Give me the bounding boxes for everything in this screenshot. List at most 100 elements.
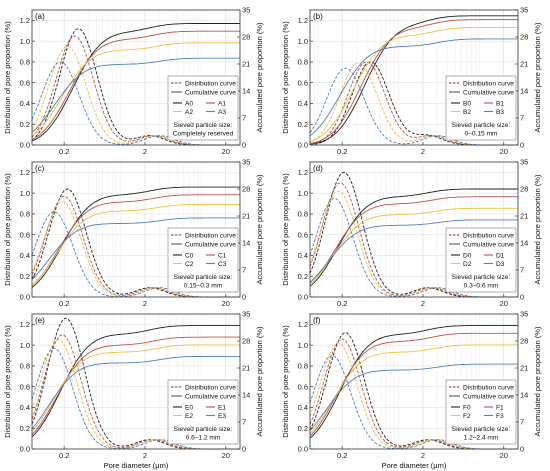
x-tick-label: 2 <box>421 451 425 460</box>
plot-frame <box>31 313 241 450</box>
y-tick-label: 0.0 <box>20 293 30 302</box>
y-axis-title: Distribution of pore proportion (%) <box>3 325 12 438</box>
x-tick-label: 20 <box>500 299 508 308</box>
distribution-curve-D1 <box>309 182 518 298</box>
legend-box <box>445 227 517 293</box>
y-axis-title: Distribution of pore proportion (%) <box>281 325 290 438</box>
y-tick-label: 0.8 <box>20 362 30 371</box>
legend-note-value: 1.2–2.4 mm <box>464 435 499 442</box>
y-tick-label: 1.0 <box>298 37 308 46</box>
legend-entry-E0: E0 <box>185 404 193 411</box>
legend-entry-E3: E3 <box>218 413 226 420</box>
x-tick-label: 0.2 <box>337 451 347 460</box>
legend-entry-C1: C1 <box>218 252 227 259</box>
x-tick-label: 0.2 <box>337 147 347 156</box>
distribution-curve-A0 <box>31 28 240 146</box>
distribution-curve-A2 <box>31 45 240 146</box>
cumulative-curve-C1 <box>31 194 240 286</box>
legend-distribution-label: Distribution curve <box>463 384 514 391</box>
x-tick-label: 0.2 <box>59 299 69 308</box>
y-tick-label: 1.2 <box>20 16 30 25</box>
cumulative-curve-D1 <box>309 196 518 285</box>
y2-axis-title: Accumulated pore proportion (%) <box>533 326 542 437</box>
y-tick-label: 0.6 <box>20 382 30 391</box>
y-tick-label: 0.2 <box>298 424 308 433</box>
y2-tick-label: 35 <box>242 158 250 167</box>
y-axis-title: Distribution of pore proportion (%) <box>3 173 12 286</box>
y2-tick-label: 14 <box>242 239 250 248</box>
y2-tick-label: 21 <box>520 60 528 69</box>
y2-tick-label: 14 <box>242 87 250 96</box>
y-tick-label: 1.2 <box>298 320 308 329</box>
y2-tick-label: 14 <box>520 391 528 400</box>
x-tick-label: 0.2 <box>59 451 69 460</box>
cumulative-curve-E2 <box>31 344 240 432</box>
y2-axis-title: Accumulated pore proportion (%) <box>533 174 542 285</box>
y-tick-label: 0.8 <box>298 210 308 219</box>
y-tick-label: 1.0 <box>20 37 30 46</box>
panel-b: 0.0 0.2 0.4 0.6 0.8 1.0 1.2 0 7 14 21 28 35 0.2 2 20 (b)… <box>281 6 542 156</box>
plot-frame <box>309 161 519 298</box>
cumulative-curve-F2 <box>309 344 518 435</box>
distribution-curve-A3 <box>31 61 240 146</box>
legend-note-title: Sieved particle size: <box>174 274 233 281</box>
x-axis-title: Pore diameter (μm) <box>104 461 169 470</box>
y2-tick-label: 28 <box>520 185 528 194</box>
panel-label: (e) <box>35 316 45 325</box>
legend-cumulative-label: Cumulative curve <box>463 241 514 248</box>
legend-entry-B1: B1 <box>496 100 504 107</box>
x-tick-label: 2 <box>143 451 147 460</box>
y-tick-label: 0.4 <box>298 403 308 412</box>
y-tick-label: 0.4 <box>20 99 30 108</box>
panel-label: (f) <box>313 316 321 325</box>
legend-cumulative-label: Cumulative curve <box>185 241 236 248</box>
distribution-curve-F1 <box>309 338 518 450</box>
y2-tick-label: 35 <box>520 158 528 167</box>
panel-d: 0.0 0.2 0.4 0.6 0.8 1.0 1.2 0 7 14 21 28 35 0.2 2 20 (d)… <box>281 158 542 308</box>
y-tick-label: 0.8 <box>298 58 308 67</box>
y-axis-title: Distribution of pore proportion (%) <box>281 21 290 134</box>
y2-axis-title: Accumulated pore proportion (%) <box>255 326 264 437</box>
cumulative-curve-C0 <box>31 186 240 288</box>
cumulative-curve-A2 <box>31 42 240 137</box>
distribution-curve-E0 <box>31 317 240 450</box>
legend-note-value: 0.3–0.6 mm <box>464 283 499 290</box>
legend-cumulative-label: Cumulative curve <box>185 393 236 400</box>
y-tick-label: 0.2 <box>298 272 308 281</box>
distribution-curve-B0 <box>309 61 518 146</box>
legend-cumulative-label: Cumulative curve <box>185 89 236 96</box>
x-tick-label: 20 <box>222 299 230 308</box>
distribution-curve-F0 <box>309 332 518 450</box>
legend-entry-C2: C2 <box>185 261 194 268</box>
y2-tick-label: 35 <box>242 310 250 319</box>
legend-entry-F3: F3 <box>496 413 504 420</box>
legend-cumulative-label: Cumulative curve <box>463 393 514 400</box>
y-tick-label: 1.0 <box>298 189 308 198</box>
legend-box <box>167 227 239 293</box>
legend-box <box>445 379 517 445</box>
x-tick-label: 20 <box>500 147 508 156</box>
cumulative-curve-B1 <box>309 19 518 145</box>
legend-note-title: Sieved particle size: <box>174 426 233 433</box>
y2-tick-label: 7 <box>242 266 246 275</box>
panel-label: (b) <box>313 12 323 21</box>
y-tick-label: 1.2 <box>298 168 308 177</box>
x-tick-label: 0.2 <box>59 147 69 156</box>
x-tick-label: 0.2 <box>337 299 347 308</box>
y-tick-label: 0.2 <box>298 120 308 129</box>
y-tick-label: 0.0 <box>298 293 308 302</box>
cumulative-curve-C3 <box>31 217 240 281</box>
y2-axis-title: Accumulated pore proportion (%) <box>255 174 264 285</box>
y-tick-label: 0.0 <box>298 141 308 150</box>
y-tick-label: 0.4 <box>298 99 308 108</box>
y-axis-title: Distribution of pore proportion (%) <box>3 21 12 134</box>
legend-box <box>167 379 239 445</box>
y-tick-label: 0.8 <box>20 58 30 67</box>
y2-tick-label: 35 <box>520 310 528 319</box>
cumulative-curve-A0 <box>31 23 240 142</box>
y-tick-label: 1.2 <box>20 168 30 177</box>
y-tick-label: 0.4 <box>20 403 30 412</box>
y2-tick-label: 28 <box>520 33 528 42</box>
x-tick-label: 2 <box>143 147 147 156</box>
